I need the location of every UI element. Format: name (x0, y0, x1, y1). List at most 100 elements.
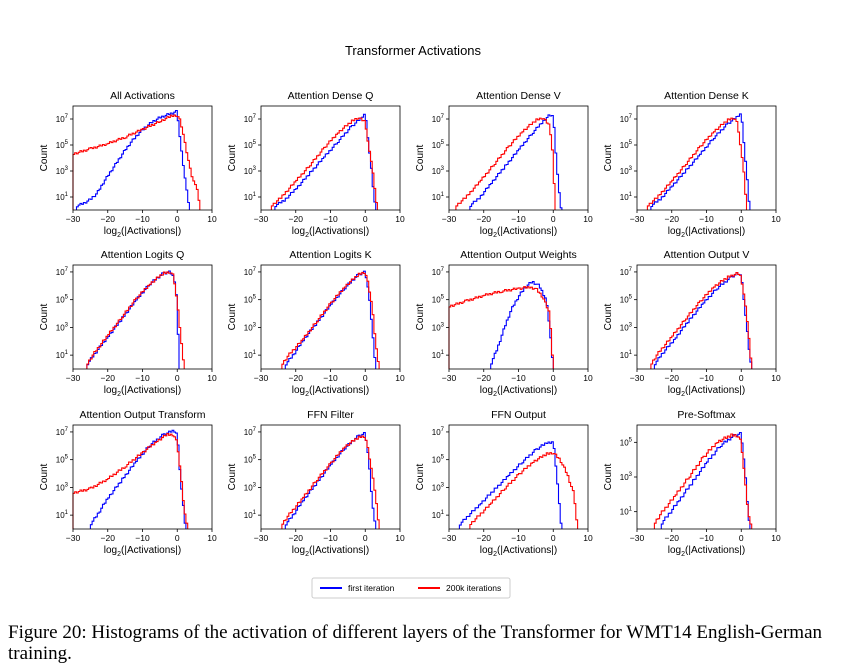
panel-ffn-output: FFN Output −30 −20 −10 0 10 101 103 105 107 log2(|… (415, 409, 593, 558)
x-tick-label: −30 (254, 214, 269, 224)
panel-attention-output-transform: Attention Output Transform −30 −20 −10 0 10 10… (39, 409, 217, 558)
x-tick-label: −20 (665, 533, 680, 543)
series-200k-iterations-attention-dense-q (270, 117, 378, 210)
y-tick-label: 101 (244, 192, 257, 202)
y-tick-label: 107 (56, 267, 69, 277)
x-tick-label: 0 (363, 373, 368, 383)
panel-attention-dense-v: Attention Dense V −30 −20 −10 0 10 101 103 105 10… (415, 90, 593, 239)
legend: first iteration 200k iterations (311, 577, 511, 599)
x-tick-label: −20 (477, 373, 492, 383)
y-tick-label: 101 (620, 507, 633, 517)
series-200k-iterations-attention-logits-q (86, 271, 185, 369)
legend-label-200k-iterations: 200k iterations (446, 583, 501, 593)
series-first-iteration-attention-dense-q (274, 113, 377, 210)
x-tick-label: −30 (442, 533, 457, 543)
x-axis-label-pre-softmax: log2(|Activations|) (668, 545, 745, 558)
x-axis-label-attention-dense-v: log2(|Activations|) (480, 226, 557, 239)
x-tick-label: 10 (583, 533, 593, 543)
panel-title-attention-dense-k: Attention Dense K (664, 90, 749, 102)
x-tick-label: 10 (771, 533, 781, 543)
y-tick-label: 105 (244, 140, 257, 150)
axes-frame-attention-dense-k (636, 105, 777, 211)
series-200k-iterations-all-activations (72, 114, 201, 210)
x-tick-label: 0 (175, 533, 180, 543)
panel-title-attention-logits-q: Attention Logits Q (101, 249, 184, 261)
x-tick-label: −30 (442, 214, 457, 224)
y-tick-label: 105 (620, 295, 633, 305)
figure-suptitle: Transformer Activations (345, 43, 482, 58)
y-tick-label: 103 (56, 482, 69, 492)
x-tick-label: −10 (135, 373, 150, 383)
y-tick-label: 101 (56, 192, 69, 202)
y-tick-label: 105 (56, 295, 69, 305)
y-tick-label: 103 (432, 322, 445, 332)
x-axis-label-ffn-filter: log2(|Activations|) (292, 545, 369, 558)
series-first-iteration-attention-dense-v (469, 114, 563, 210)
series-first-iteration-attention-logits-q (86, 270, 180, 369)
series-200k-iterations-ffn-output (469, 452, 579, 529)
x-tick-label: −10 (699, 373, 714, 383)
series-first-iteration-attention-output-v (653, 272, 753, 369)
y-tick-label: 107 (56, 427, 69, 437)
y-axis-label-ffn-filter: Count (227, 463, 238, 490)
x-tick-label: 10 (395, 533, 405, 543)
x-tick-label: −30 (66, 533, 81, 543)
y-axis-label-attention-dense-v: Count (415, 144, 426, 171)
x-tick-label: 0 (363, 214, 368, 224)
x-tick-label: 0 (551, 214, 556, 224)
panel-title-ffn-output: FFN Output (491, 409, 546, 421)
series-first-iteration-all-activations (75, 109, 190, 210)
y-tick-label: 107 (244, 114, 257, 124)
x-tick-label: 0 (175, 373, 180, 383)
x-tick-label: −20 (101, 214, 116, 224)
x-tick-label: 10 (207, 373, 217, 383)
y-tick-label: 103 (432, 482, 445, 492)
figure-caption: Figure 20: Histograms of the activation … (8, 622, 823, 664)
y-tick-label: 105 (56, 140, 69, 150)
y-tick-label: 101 (244, 510, 257, 520)
x-tick-label: −20 (477, 533, 492, 543)
x-tick-label: 0 (175, 214, 180, 224)
x-tick-label: 0 (739, 533, 744, 543)
x-tick-label: 10 (207, 533, 217, 543)
x-tick-label: −10 (511, 373, 526, 383)
y-tick-label: 101 (432, 192, 445, 202)
y-tick-label: 103 (432, 166, 445, 176)
panel-title-attention-dense-q: Attention Dense Q (288, 90, 374, 102)
x-tick-label: −10 (323, 214, 338, 224)
x-tick-label: −10 (511, 533, 526, 543)
x-tick-label: 0 (739, 373, 744, 383)
y-tick-label: 103 (620, 472, 633, 482)
x-tick-label: 0 (363, 533, 368, 543)
x-tick-label: −20 (665, 214, 680, 224)
axes-frame-attention-logits-k (260, 264, 401, 370)
series-first-iteration-attention-output-weights (490, 281, 554, 369)
y-tick-label: 103 (56, 166, 69, 176)
series-200k-iterations-attention-output-v (650, 272, 753, 369)
x-tick-label: −30 (254, 373, 269, 383)
panel-title-attention-dense-v: Attention Dense V (476, 90, 561, 102)
panel-attention-logits-k: Attention Logits K −30 −20 −10 0 10 101 103 105 1… (227, 249, 405, 398)
y-tick-label: 105 (432, 295, 445, 305)
panel-title-attention-output-transform: Attention Output Transform (79, 409, 205, 421)
panel-title-attention-logits-k: Attention Logits K (289, 249, 371, 261)
x-tick-label: 10 (395, 373, 405, 383)
x-tick-label: 10 (583, 373, 593, 383)
series-200k-iterations-attention-logits-k (281, 271, 380, 369)
y-tick-label: 103 (56, 322, 69, 332)
axes-frame-attention-dense-q (260, 105, 401, 211)
x-tick-label: 10 (207, 214, 217, 224)
panel-attention-output-v: Attention Output V −30 −20 −10 0 10 101 103 105 1… (603, 249, 781, 398)
x-axis-label-attention-logits-k: log2(|Activations|) (292, 385, 369, 398)
y-tick-label: 103 (244, 166, 257, 176)
panel-pre-softmax: Pre-Softmax −30 −20 −10 0 10 101 103 105 log2(|Ac… (603, 409, 781, 558)
panel-attention-dense-k: Attention Dense K −30 −20 −10 0 10 101 103 105 10… (603, 90, 781, 239)
panel-attention-dense-q: Attention Dense Q −30 −20 −10 0 10 101 103 105 10… (227, 90, 405, 239)
x-tick-label: 0 (739, 214, 744, 224)
panel-attention-output-weights: Attention Output Weights −30 −20 −10 0 10 101 1… (415, 249, 593, 398)
panel-all-activations: All Activations −30 −20 −10 0 10 101 103 105 107 l… (39, 90, 217, 239)
y-tick-label: 107 (432, 427, 445, 437)
series-200k-iterations-ffn-filter (281, 435, 380, 529)
y-axis-label-attention-output-v: Count (603, 303, 614, 330)
